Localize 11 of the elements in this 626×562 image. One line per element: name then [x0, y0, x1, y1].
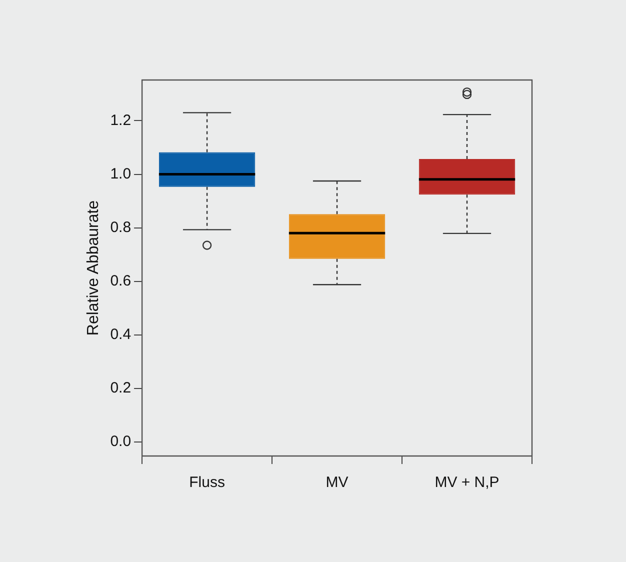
y-tick-label: 0.8 — [110, 218, 132, 236]
y-tick-label: 0.2 — [110, 380, 132, 397]
x-tick-label: Fluss — [189, 474, 225, 492]
y-tick-label: 0.6 — [110, 272, 132, 290]
y-tick-label: 0.0 — [110, 433, 132, 450]
y-tick-label: 0.4 — [110, 326, 132, 344]
y-tick-label: 1.2 — [110, 112, 132, 129]
x-tick-label: MV — [326, 474, 348, 492]
x-tick-label: MV + N,P — [434, 474, 500, 492]
y-tick-label: 1.0 — [110, 165, 132, 182]
y-axis-title: Relative Abbaurate — [85, 200, 102, 336]
